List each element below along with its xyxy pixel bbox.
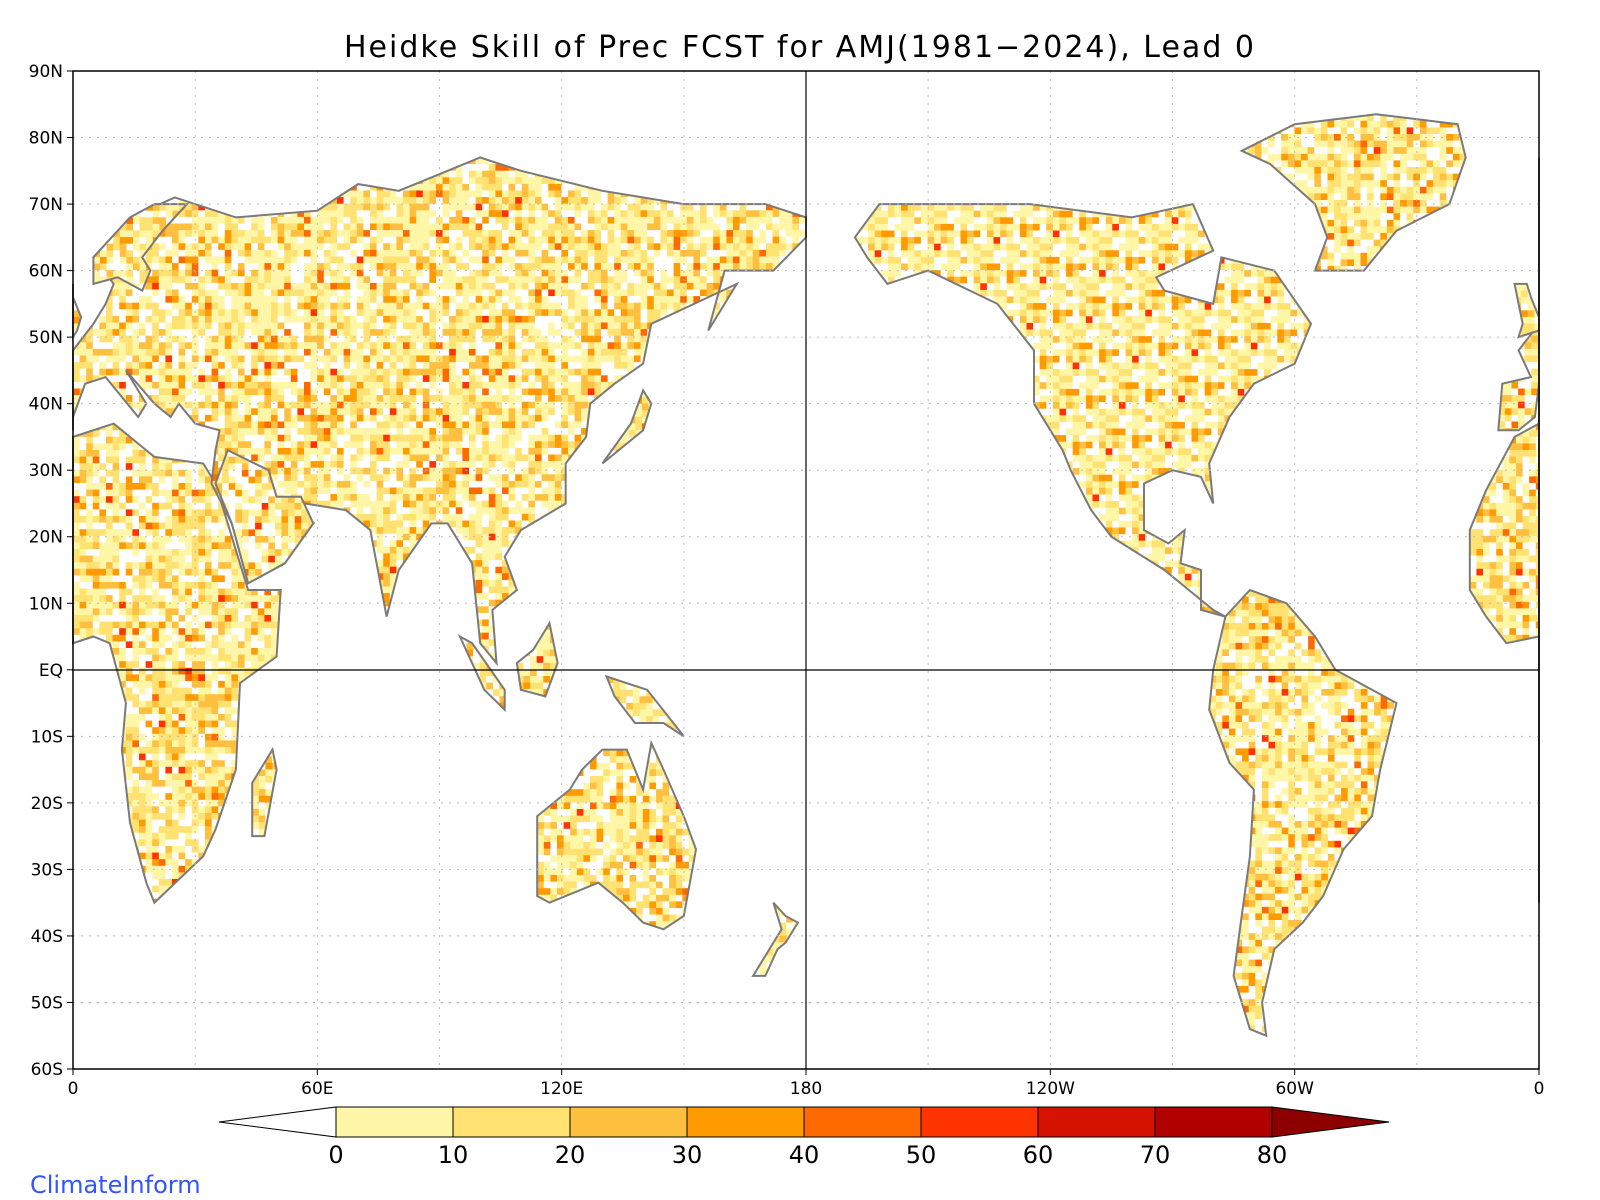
longitude-label: 120W (1026, 1079, 1075, 1099)
map-title: Heidke Skill of Prec FCST for AMJ(1981−2… (344, 30, 1256, 65)
coastline-south-america (1208, 588, 1398, 1038)
colorbar-under-arrow (218, 1106, 337, 1138)
colorbar-bin (920, 1106, 1039, 1138)
latitude-label: 70N (29, 195, 63, 215)
latitude-label: 50S (31, 993, 63, 1013)
colorbar-tick-label: 10 (438, 1141, 469, 1169)
colorbar-tick-label: 50 (906, 1141, 937, 1169)
colorbar-bin (335, 1106, 454, 1138)
longitude-labels: 0 60E 120E 180 120W 60W 0 (68, 1069, 1545, 1099)
coastline-japan (601, 388, 653, 465)
colorbar-bin (1154, 1106, 1273, 1138)
latitude-label: 60N (29, 262, 63, 282)
credit-label: ClimateInform (30, 1171, 201, 1199)
colorbar-bin (1037, 1106, 1156, 1138)
coastline-new-guinea (604, 674, 685, 738)
coastline-north-america (853, 202, 1313, 618)
latitude-label: 50N (29, 328, 63, 348)
latitude-label: 40N (29, 395, 63, 415)
latitude-label: 60S (31, 1060, 63, 1080)
colorbar-bin (686, 1106, 805, 1138)
coastline-australia (536, 739, 698, 931)
latitude-label: 30N (29, 461, 63, 481)
longitude-label: 60E (301, 1079, 333, 1099)
latitude-label: 10S (31, 727, 63, 747)
latitude-label: 20S (31, 794, 63, 814)
colorbar-tick-label: 40 (789, 1141, 820, 1169)
colorbar-tick-label: 80 (1257, 1141, 1288, 1169)
colorbar-tick-label: 60 (1023, 1141, 1054, 1169)
latitude-labels: 90N 80N 70N 60N 50N 40N 30N 20N 10N EQ 10S 20S 30S 40… (29, 62, 73, 1080)
latitude-label: 30S (31, 860, 63, 880)
coastline-arabia (214, 448, 315, 585)
latitude-label: 40S (31, 927, 63, 947)
colorbar: 0 10 20 30 40 50 60 70 80 (218, 1106, 1390, 1169)
longitude-label: 120E (540, 1079, 583, 1099)
colorbar-bin (569, 1106, 688, 1138)
colorbar-bin (803, 1106, 922, 1138)
latitude-label: 80N (29, 129, 63, 149)
colorbar-over-arrow (1271, 1106, 1390, 1138)
latitude-label: 10N (29, 594, 63, 614)
colorbar-tick-label: 30 (672, 1141, 703, 1169)
coastline-borneo (515, 620, 559, 698)
longitude-label: 180 (790, 1079, 822, 1099)
coastline-africa (72, 422, 282, 905)
coastline-madagascar (251, 746, 278, 838)
latitude-label: 90N (29, 62, 63, 82)
coastline-sumatra (457, 634, 506, 713)
colorbar-tick-label: 0 (328, 1141, 343, 1169)
latitude-label: 20N (29, 528, 63, 548)
colorbar-bin (452, 1106, 571, 1138)
colorbar-tick-label: 20 (555, 1141, 586, 1169)
colorbar-tick-label: 70 (1140, 1141, 1171, 1169)
longitude-label: 0 (68, 1079, 79, 1099)
coastline-europe-asia (72, 156, 807, 667)
map-panel (72, 70, 1540, 1070)
longitude-label: 60W (1275, 1079, 1314, 1099)
latitude-label: EQ (39, 661, 63, 681)
longitude-label: 0 (1534, 1079, 1545, 1099)
coastline-scandinavia (92, 203, 190, 293)
